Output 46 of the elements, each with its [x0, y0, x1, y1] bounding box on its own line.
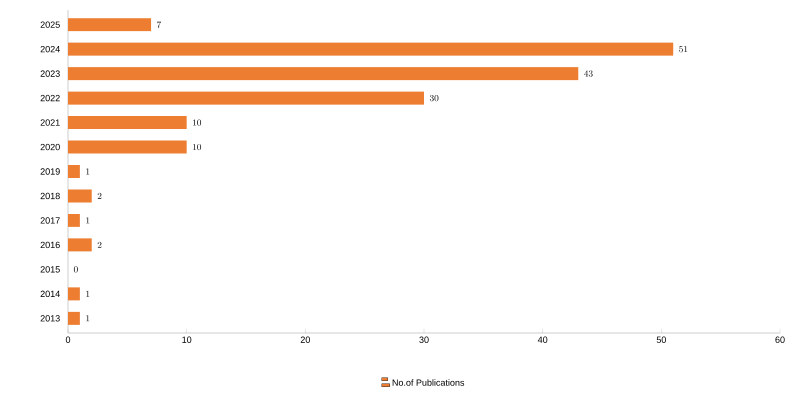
bar — [68, 214, 80, 227]
y-tick-label: 2018 — [40, 192, 60, 200]
bar — [68, 92, 424, 105]
x-tick-label: 0 — [66, 336, 70, 343]
x-tick-label: 20 — [300, 336, 310, 343]
data-label: 1 — [86, 168, 90, 174]
x-tick-label: 40 — [538, 336, 548, 343]
data-label: 7 — [157, 21, 162, 28]
y-tick-label: 2025 — [40, 21, 60, 28]
x-tick-label: 30 — [419, 336, 429, 343]
data-label: 10 — [193, 144, 202, 150]
data-label: 0 — [74, 266, 78, 272]
x-tick-label: 60 — [775, 336, 785, 343]
data-label: 1 — [86, 315, 90, 322]
y-tick-label: 2016 — [40, 242, 60, 248]
y-tick-label: 2022 — [40, 94, 60, 102]
bar — [68, 140, 187, 154]
y-tick-label: 2024 — [40, 46, 60, 52]
bar — [68, 312, 80, 325]
y-tick-label: 2021 — [40, 119, 60, 126]
bar — [68, 287, 80, 300]
data-label: 2 — [98, 192, 102, 199]
y-tick-label: 2020 — [40, 144, 60, 150]
bar — [68, 238, 92, 252]
y-tick-label: 2014 — [40, 290, 60, 298]
bar — [68, 42, 674, 56]
data-label: 1 — [86, 217, 90, 224]
bar — [68, 18, 152, 32]
y-tick-label: 2023 — [40, 70, 60, 77]
data-label: 30 — [430, 95, 438, 102]
data-label: 51 — [679, 46, 688, 52]
x-tick-label: 10 — [182, 336, 192, 343]
y-tick-label: 2017 — [40, 217, 60, 224]
bar — [68, 189, 92, 202]
x-tick-label: 50 — [656, 336, 666, 343]
bar — [68, 116, 187, 130]
data-label: 43 — [584, 70, 593, 77]
y-tick-label: 2019 — [40, 168, 60, 175]
bar — [68, 67, 578, 80]
data-label: 2 — [98, 242, 102, 248]
data-label: 10 — [193, 119, 202, 126]
y-tick-label: 2013 — [40, 315, 60, 322]
legend-label: No.of Publications — [392, 379, 464, 386]
bar — [68, 165, 80, 178]
data-label: 1 — [86, 290, 90, 297]
y-tick-label: 2015 — [40, 266, 60, 273]
